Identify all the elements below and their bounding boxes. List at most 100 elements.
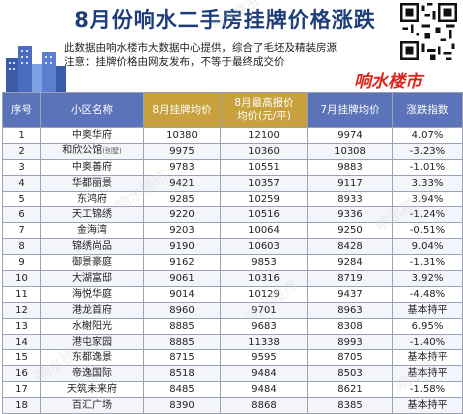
cell-aug-avg: 9190 bbox=[143, 238, 221, 256]
cell-change: -3.23% bbox=[392, 142, 463, 160]
cell-aug-avg: 9220 bbox=[143, 206, 221, 224]
qr-code-icon bbox=[400, 3, 457, 60]
cell-aug-avg: 10380 bbox=[143, 127, 221, 144]
cell-name-tag: (别墅) bbox=[102, 147, 122, 156]
cell-jul-avg: 9250 bbox=[307, 222, 393, 240]
cell-change: -0.51% bbox=[392, 222, 463, 240]
cell-aug-max: 9701 bbox=[220, 301, 308, 319]
col-header-change: 涨跌指数 bbox=[392, 92, 463, 128]
cell-change: -1.58% bbox=[392, 381, 463, 399]
cell-jul-avg: 8385 bbox=[307, 397, 393, 414]
col-header-jul-avg: 7月挂牌均价 bbox=[307, 92, 393, 128]
cell-index: 11 bbox=[2, 285, 41, 303]
cell-aug-max: 10316 bbox=[220, 270, 308, 287]
cell-aug-avg: 8715 bbox=[143, 349, 221, 367]
cell-index: 6 bbox=[2, 206, 41, 224]
cell-name: 港龙首府 bbox=[40, 301, 144, 319]
cell-jul-avg: 8993 bbox=[307, 333, 393, 351]
cell-name: 锦绣尚品 bbox=[40, 238, 144, 256]
cell-jul-avg: 9284 bbox=[307, 254, 393, 272]
cell-aug-max: 10360 bbox=[220, 142, 308, 160]
cell-index: 17 bbox=[2, 381, 41, 399]
cell-aug-max: 10064 bbox=[220, 222, 308, 240]
table-row: 14 港屯家园 8885 11338 8993 -1.40% bbox=[2, 333, 463, 351]
cell-aug-avg: 8960 bbox=[143, 301, 221, 319]
table-row: 18 百汇广场 8390 8868 8385 基本持平 bbox=[2, 397, 463, 414]
price-table: 序号 小区名称 8月挂牌均价 8月最高报价 均价(元/平) 7月挂牌均价 涨跌指… bbox=[2, 92, 463, 414]
city-skyline-icon bbox=[6, 46, 66, 92]
cell-change: 3.94% bbox=[392, 190, 463, 208]
cell-jul-avg: 8933 bbox=[307, 190, 393, 208]
table-row: 8 锦绣尚品 9190 10603 8428 9.04% bbox=[2, 238, 463, 256]
cell-aug-avg: 9061 bbox=[143, 270, 221, 287]
table-row: 9 御景豪庭 9162 9853 9284 -1.31% bbox=[2, 254, 463, 272]
cell-aug-avg: 9203 bbox=[143, 222, 221, 240]
cell-change: 基本持平 bbox=[392, 365, 463, 383]
cell-aug-max: 10259 bbox=[220, 190, 308, 208]
cell-jul-avg: 8308 bbox=[307, 317, 393, 335]
cell-index: 2 bbox=[2, 142, 41, 160]
table-row: 7 金海湾 9203 10064 9250 -0.51% bbox=[2, 222, 463, 240]
cell-aug-avg: 8518 bbox=[143, 365, 221, 383]
cell-index: 4 bbox=[2, 174, 41, 192]
cell-change: 9.04% bbox=[392, 238, 463, 256]
cell-aug-avg: 9421 bbox=[143, 174, 221, 192]
cell-change: -4.48% bbox=[392, 285, 463, 303]
cell-name: 和欣公馆(别墅) bbox=[40, 142, 144, 160]
cell-name: 海悦华庭 bbox=[40, 285, 144, 303]
table-row: 10 大湖富邸 9061 10316 8719 3.92% bbox=[2, 270, 463, 287]
cell-change: 3.33% bbox=[392, 174, 463, 192]
cell-index: 1 bbox=[2, 127, 41, 144]
cell-aug-avg: 8485 bbox=[143, 381, 221, 399]
col-header-aug-max: 8月最高报价 均价(元/平) bbox=[220, 92, 308, 128]
cell-aug-max: 10603 bbox=[220, 238, 308, 256]
cell-change: -1.24% bbox=[392, 206, 463, 224]
cell-aug-max: 9683 bbox=[220, 317, 308, 335]
table-header-row: 序号 小区名称 8月挂牌均价 8月最高报价 均价(元/平) 7月挂牌均价 涨跌指… bbox=[2, 92, 463, 128]
col-header-name: 小区名称 bbox=[40, 92, 144, 128]
cell-index: 10 bbox=[2, 270, 41, 287]
cell-change: 基本持平 bbox=[392, 301, 463, 319]
cell-name: 东鸿府 bbox=[40, 190, 144, 208]
header-banner: 8月份响水二手房挂牌价格涨跌 此数据由响水楼市大数据中心提供，综合了毛坯及精装房… bbox=[0, 0, 463, 92]
cell-change: -1.01% bbox=[392, 158, 463, 176]
cell-name: 东都逸景 bbox=[40, 349, 144, 367]
cell-name: 大湖富邸 bbox=[40, 270, 144, 287]
cell-change: 基本持平 bbox=[392, 397, 463, 414]
cell-aug-max: 9484 bbox=[220, 381, 308, 399]
table-row: 4 华都丽景 9421 10357 9117 3.33% bbox=[2, 174, 463, 192]
cell-jul-avg: 10308 bbox=[307, 142, 393, 160]
cell-change: 3.92% bbox=[392, 270, 463, 287]
table-row: 5 东鸿府 9285 10259 8933 3.94% bbox=[2, 190, 463, 208]
table-row: 6 天工锦绣 9220 10516 9336 -1.24% bbox=[2, 206, 463, 224]
cell-index: 7 bbox=[2, 222, 41, 240]
cell-jul-avg: 9974 bbox=[307, 127, 393, 144]
page-title: 8月份响水二手房挂牌价格涨跌 bbox=[74, 8, 376, 32]
cell-name: 百汇广场 bbox=[40, 397, 144, 414]
cell-index: 15 bbox=[2, 349, 41, 367]
cell-index: 3 bbox=[2, 158, 41, 176]
cell-aug-max: 10551 bbox=[220, 158, 308, 176]
brand-logo: 响水楼市 bbox=[354, 72, 422, 92]
cell-aug-max: 12100 bbox=[220, 127, 308, 144]
cell-index: 16 bbox=[2, 365, 41, 383]
table-row: 1 中奥华府 10380 12100 9974 4.07% bbox=[2, 127, 463, 144]
cell-aug-max: 9853 bbox=[220, 254, 308, 272]
cell-aug-avg: 9014 bbox=[143, 285, 221, 303]
cell-jul-avg: 8503 bbox=[307, 365, 393, 383]
cell-aug-avg: 8885 bbox=[143, 333, 221, 351]
cell-jul-avg: 8719 bbox=[307, 270, 393, 287]
cell-name: 中奥华府 bbox=[40, 127, 144, 144]
cell-change: -1.40% bbox=[392, 333, 463, 351]
table-row: 15 东都逸景 8715 9595 8705 基本持平 bbox=[2, 349, 463, 367]
cell-name: 港屯家园 bbox=[40, 333, 144, 351]
cell-aug-avg: 9162 bbox=[143, 254, 221, 272]
table-row: 3 中奥善府 9783 10551 9883 -1.01% bbox=[2, 158, 463, 176]
cell-index: 5 bbox=[2, 190, 41, 208]
subtitle-note: 注意：挂牌价格由网友发布，不等于最终成交价 bbox=[64, 56, 285, 68]
cell-name: 水榭阳光 bbox=[40, 317, 144, 335]
col-header-aug-avg: 8月挂牌均价 bbox=[143, 92, 221, 128]
cell-name: 天筑未来府 bbox=[40, 381, 144, 399]
cell-name: 御景豪庭 bbox=[40, 254, 144, 272]
cell-jul-avg: 9883 bbox=[307, 158, 393, 176]
